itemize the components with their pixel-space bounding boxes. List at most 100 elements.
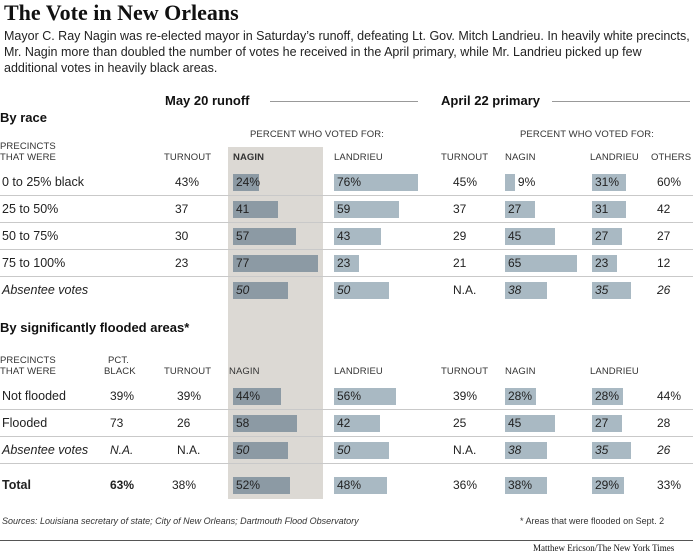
primary-nagin-label: 45	[508, 416, 522, 430]
runoff-landrieu-bar	[334, 228, 382, 245]
primary-landrieu-label: 31	[595, 202, 609, 216]
primary-turnout-value: 45%	[453, 175, 478, 189]
primary-nagin-bar	[505, 201, 535, 218]
runoff-nagin-label: 24%	[236, 175, 261, 189]
row-label: 25 to 50%	[2, 202, 59, 216]
primary-turnout-value: 21	[453, 256, 467, 270]
runoff-landrieu-label: 59	[337, 202, 351, 216]
primary-landrieu-bar	[592, 282, 631, 299]
runoff-landrieu-bar	[334, 282, 389, 299]
primary-others-value: 12	[657, 256, 671, 270]
primary-nagin-label: 38	[508, 443, 522, 457]
pct-black-value: 63%	[110, 478, 135, 492]
primary-nagin-label: 38	[508, 283, 522, 297]
primary-others-value: 44%	[657, 389, 682, 403]
runoff-nagin-label: 50	[236, 443, 250, 457]
runoff-turnout-value: 38%	[172, 478, 197, 492]
runoff-header-rule	[270, 101, 418, 102]
primary-nagin-label: 9%	[517, 175, 536, 189]
row-label: 0 to 25% black	[2, 175, 84, 189]
runoff-nagin-label: 50	[236, 283, 250, 297]
primary-landrieu-label: 27	[595, 229, 609, 243]
runoff-nagin-bar	[233, 174, 260, 191]
runoff-landrieu-label: 50	[337, 443, 351, 457]
runoff-nagin-label: 52%	[236, 478, 261, 492]
runoff-landrieu-label: 48%	[337, 478, 362, 492]
row-rule	[0, 222, 693, 223]
flood-col-nagin-runoff: NAGIN	[229, 366, 260, 377]
runoff-turnout-value: 37	[175, 202, 189, 216]
primary-others-value: 42	[657, 202, 671, 216]
row-rule	[0, 195, 693, 196]
primary-nagin-bar	[505, 477, 547, 494]
col-landrieu-runoff: LANDRIEU	[334, 152, 383, 163]
flood-precincts-label-2: THAT WERE	[0, 366, 56, 377]
runoff-landrieu-label: 43	[337, 229, 351, 243]
primary-turnout-value: N.A.	[453, 283, 477, 297]
primary-nagin-bar	[505, 282, 547, 299]
flood-col-landrieu-runoff: LANDRIEU	[334, 366, 383, 377]
section-by-race: By race	[0, 110, 47, 125]
flood-precincts-label-1: PRECINCTS	[0, 355, 56, 366]
runoff-landrieu-bar	[334, 415, 381, 432]
primary-others-value: 60%	[657, 175, 682, 189]
primary-turnout-value: 25	[453, 416, 467, 430]
runoff-turnout-value: 39%	[177, 389, 202, 403]
primary-nagin-label: 38%	[508, 478, 533, 492]
col-landrieu-primary: LANDRIEU	[590, 152, 639, 163]
primary-turnout-value: 39%	[453, 389, 478, 403]
chart-title: The Vote in New Orleans	[4, 0, 239, 25]
row-rule	[0, 249, 693, 250]
primary-nagin-bar	[505, 442, 547, 459]
primary-others-value: 26	[657, 283, 671, 297]
primary-turnout-value: 36%	[453, 478, 478, 492]
runoff-landrieu-bar	[334, 442, 389, 459]
primary-landrieu-label: 31%	[595, 175, 620, 189]
runoff-turnout-value: 43%	[175, 175, 200, 189]
row-rule	[0, 276, 693, 277]
precincts-label-1: PRECINCTS	[0, 141, 56, 152]
precincts-label-2: THAT WERE	[0, 152, 56, 163]
runoff-landrieu-label: 23	[337, 256, 351, 270]
pct-black-value: 39%	[110, 389, 135, 403]
section-by-flooded: By significantly flooded areas*	[0, 320, 190, 335]
primary-landrieu-bar	[592, 442, 631, 459]
runoff-landrieu-bar	[334, 477, 387, 494]
col-turnout-primary: TURNOUT	[441, 152, 489, 163]
row-label: 50 to 75%	[2, 229, 59, 243]
row-rule	[0, 463, 693, 464]
runoff-nagin-bar	[233, 477, 291, 494]
flood-col-turnout-primary: TURNOUT	[441, 366, 489, 377]
runoff-landrieu-label: 76%	[337, 175, 362, 189]
footer-rule	[0, 540, 693, 541]
pct-black-value: N.A.	[110, 443, 134, 457]
primary-landrieu-bar	[592, 477, 624, 494]
runoff-nagin-bar	[233, 442, 288, 459]
col-others-primary: OTHERS	[651, 152, 692, 163]
pct-black-label-1: PCT.	[108, 355, 129, 366]
pct-black-value: 73	[110, 416, 124, 430]
credit-line: Matthew Ericson/The New York Times	[533, 543, 675, 553]
primary-header-rule	[552, 101, 690, 102]
runoff-turnout-value: N.A.	[177, 443, 201, 457]
percent-header-primary: PERCENT WHO VOTED FOR:	[520, 129, 654, 140]
primary-nagin-bar	[505, 228, 555, 245]
primary-landrieu-bar	[592, 201, 627, 218]
runoff-landrieu-bar	[334, 201, 399, 218]
primary-landrieu-label: 29%	[595, 478, 620, 492]
flood-col-nagin-primary: NAGIN	[505, 366, 536, 377]
runoff-landrieu-bar	[334, 388, 396, 405]
primary-landrieu-label: 28%	[595, 389, 620, 403]
row-label: Absentee votes	[2, 443, 89, 457]
footnote: * Areas that were flooded on Sept. 2	[520, 516, 665, 526]
row-label: Flooded	[2, 416, 48, 430]
runoff-header: May 20 runoff	[165, 93, 250, 108]
primary-nagin-bar	[505, 255, 577, 272]
primary-landrieu-label: 35	[595, 283, 609, 297]
runoff-landrieu-label: 56%	[337, 389, 362, 403]
runoff-nagin-bar	[233, 228, 296, 245]
primary-others-value: 26	[657, 443, 671, 457]
sources-note: Sources: Louisiana secretary of state; C…	[2, 516, 359, 526]
runoff-turnout-value: 30	[175, 229, 189, 243]
intro-text: Mayor C. Ray Nagin was re-elected mayor …	[4, 29, 690, 75]
